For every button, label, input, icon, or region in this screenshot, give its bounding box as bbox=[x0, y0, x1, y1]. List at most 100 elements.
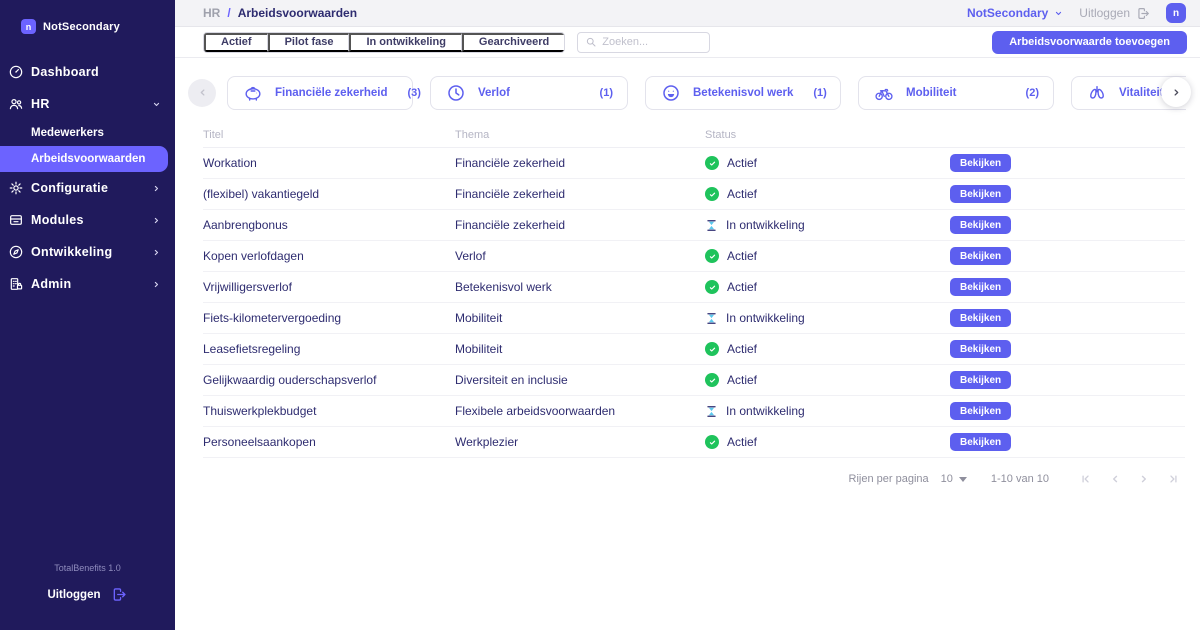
view-button[interactable]: Bekijken bbox=[950, 247, 1012, 265]
sidebar-item-medewerkers[interactable]: Medewerkers bbox=[31, 127, 104, 139]
sidebar-item-hr[interactable]: HR bbox=[0, 88, 175, 120]
view-button[interactable]: Bekijken bbox=[950, 278, 1012, 296]
filter-in-ontwikkeling[interactable]: In ontwikkeling bbox=[349, 32, 462, 52]
search-input[interactable] bbox=[602, 36, 703, 48]
status-badge: Actief bbox=[705, 156, 950, 170]
topbar: HR / Arbeidsvoorwaarden NotSecondary Uit… bbox=[175, 0, 1200, 27]
sidebar-logout-button[interactable]: Uitloggen bbox=[0, 586, 175, 603]
sidebar-item-modules[interactable]: Modules bbox=[0, 204, 175, 236]
row-title: Personeelsaankopen bbox=[203, 435, 316, 449]
gear-icon bbox=[8, 180, 24, 196]
sidebar-item-dashboard[interactable]: Dashboard bbox=[0, 56, 175, 88]
app-version: TotalBenefits 1.0 bbox=[54, 563, 121, 573]
next-page-button[interactable] bbox=[1137, 472, 1151, 486]
filter-actief[interactable]: Actief bbox=[204, 32, 268, 52]
status-badge: Actief bbox=[705, 280, 950, 294]
main-area: HR / Arbeidsvoorwaarden NotSecondary Uit… bbox=[175, 0, 1200, 630]
carousel-prev-button[interactable] bbox=[188, 78, 216, 107]
status-badge: Actief bbox=[705, 373, 950, 387]
brand-logo-icon: n bbox=[21, 19, 36, 34]
category-card-mobiliteit[interactable]: Mobiliteit (2) bbox=[858, 75, 1054, 110]
row-title: Thuiswerkplekbudget bbox=[203, 404, 317, 418]
chevron-right-icon bbox=[151, 279, 162, 290]
category-card-verlof[interactable]: Verlof (1) bbox=[430, 75, 628, 110]
row-theme: Mobiliteit bbox=[455, 342, 503, 356]
row-theme: Flexibele arbeidsvoorwaarden bbox=[455, 404, 616, 418]
sidebar-item-configuratie[interactable]: Configuratie bbox=[0, 172, 175, 204]
row-title: Aanbrengbonus bbox=[203, 218, 288, 232]
benefits-table: Titel Thema Status Workation Financiële … bbox=[203, 122, 1185, 458]
row-theme: Diversiteit en inclusie bbox=[455, 373, 568, 387]
check-circle-icon bbox=[705, 342, 719, 356]
hourglass-icon bbox=[705, 219, 718, 232]
filter-pilot-fase[interactable]: Pilot fase bbox=[267, 32, 350, 52]
category-count: (2) bbox=[1025, 86, 1039, 99]
check-circle-icon bbox=[705, 280, 719, 294]
first-page-icon bbox=[1079, 472, 1093, 486]
hourglass-icon bbox=[705, 405, 718, 418]
view-button[interactable]: Bekijken bbox=[950, 309, 1012, 327]
view-button[interactable]: Bekijken bbox=[950, 402, 1012, 420]
row-title: Kopen verlofdagen bbox=[203, 249, 304, 263]
check-circle-icon bbox=[705, 156, 719, 170]
topbar-brand-icon[interactable]: n bbox=[1166, 3, 1186, 23]
brand-logo[interactable]: n NotSecondary bbox=[0, 0, 175, 34]
header-titel: Titel bbox=[203, 128, 224, 141]
pagination: Rijen per pagina 10 1-10 van 10 bbox=[175, 472, 1180, 486]
table-row: Aanbrengbonus Financiële zekerheid In on… bbox=[203, 210, 1185, 241]
dashboard-icon bbox=[8, 64, 24, 80]
sidebar-item-ontwikkeling[interactable]: Ontwikkeling bbox=[0, 236, 175, 268]
category-card-financiele-zekerheid[interactable]: Financiële zekerheid (3) bbox=[227, 75, 421, 110]
last-page-button[interactable] bbox=[1166, 472, 1180, 486]
header-status: Status bbox=[705, 128, 737, 141]
table-row: Thuiswerkplekbudget Flexibele arbeidsvoo… bbox=[203, 396, 1185, 427]
row-theme: Financiële zekerheid bbox=[455, 218, 566, 232]
filter-gearchiveerd[interactable]: Gearchiveerd bbox=[461, 32, 565, 52]
topbar-right: NotSecondary Uitloggen n bbox=[967, 3, 1186, 23]
sidebar-item-arbeidsvoorwaarden[interactable]: Arbeidsvoorwaarden bbox=[0, 146, 168, 172]
chevron-right-icon bbox=[151, 247, 162, 258]
view-button[interactable]: Bekijken bbox=[950, 371, 1012, 389]
breadcrumb: HR / Arbeidsvoorwaarden bbox=[203, 6, 357, 20]
row-theme: Verlof bbox=[455, 249, 486, 263]
row-title: Leasefietsregeling bbox=[203, 342, 301, 356]
check-circle-icon bbox=[705, 435, 719, 449]
status-badge: Actief bbox=[705, 435, 950, 449]
breadcrumb-page: Arbeidsvoorwaarden bbox=[237, 6, 358, 20]
view-button[interactable]: Bekijken bbox=[950, 433, 1012, 451]
bicycle-icon bbox=[874, 83, 894, 103]
check-circle-icon bbox=[705, 373, 719, 387]
status-badge: In ontwikkeling bbox=[705, 218, 950, 232]
carousel-next-button[interactable] bbox=[1161, 77, 1191, 107]
view-button[interactable]: Bekijken bbox=[950, 340, 1012, 358]
brand-name: NotSecondary bbox=[43, 20, 120, 33]
row-theme: Werkplezier bbox=[455, 435, 519, 449]
status-badge: Actief bbox=[705, 249, 950, 263]
row-theme: Financiële zekerheid bbox=[455, 156, 566, 170]
header-thema: Thema bbox=[455, 128, 490, 141]
lungs-icon bbox=[1087, 83, 1107, 103]
rows-per-page-select[interactable]: 10 bbox=[941, 473, 967, 485]
sidebar-footer: TotalBenefits 1.0 Uitloggen bbox=[0, 563, 175, 630]
add-benefit-button[interactable]: Arbeidsvoorwaarde toevoegen bbox=[992, 30, 1187, 54]
sidebar-item-admin[interactable]: Admin bbox=[0, 268, 175, 300]
row-theme: Financiële zekerheid bbox=[455, 187, 566, 201]
category-card-betekenisvol-werk[interactable]: Betekenisvol werk (1) bbox=[645, 75, 841, 110]
sidebar: n NotSecondary Dashboard HR Medewerkers … bbox=[0, 0, 175, 630]
smiley-icon bbox=[661, 83, 681, 103]
chevron-down-icon bbox=[1053, 8, 1064, 19]
first-page-button[interactable] bbox=[1079, 472, 1093, 486]
row-theme: Mobiliteit bbox=[455, 311, 503, 325]
table-row: Leasefietsregeling Mobiliteit Actief Bek… bbox=[203, 334, 1185, 365]
view-button[interactable]: Bekijken bbox=[950, 154, 1012, 172]
view-button[interactable]: Bekijken bbox=[950, 216, 1012, 234]
table-header: Titel Thema Status bbox=[203, 122, 1185, 148]
account-dropdown[interactable]: NotSecondary bbox=[967, 6, 1064, 20]
prev-page-button[interactable] bbox=[1108, 472, 1122, 486]
topbar-logout-button[interactable]: Uitloggen bbox=[1079, 6, 1151, 21]
check-circle-icon bbox=[705, 187, 719, 201]
breadcrumb-section[interactable]: HR bbox=[203, 6, 221, 20]
rows-per-page-label: Rijen per pagina bbox=[848, 473, 929, 485]
view-button[interactable]: Bekijken bbox=[950, 185, 1012, 203]
chevron-right-icon bbox=[1137, 472, 1151, 486]
